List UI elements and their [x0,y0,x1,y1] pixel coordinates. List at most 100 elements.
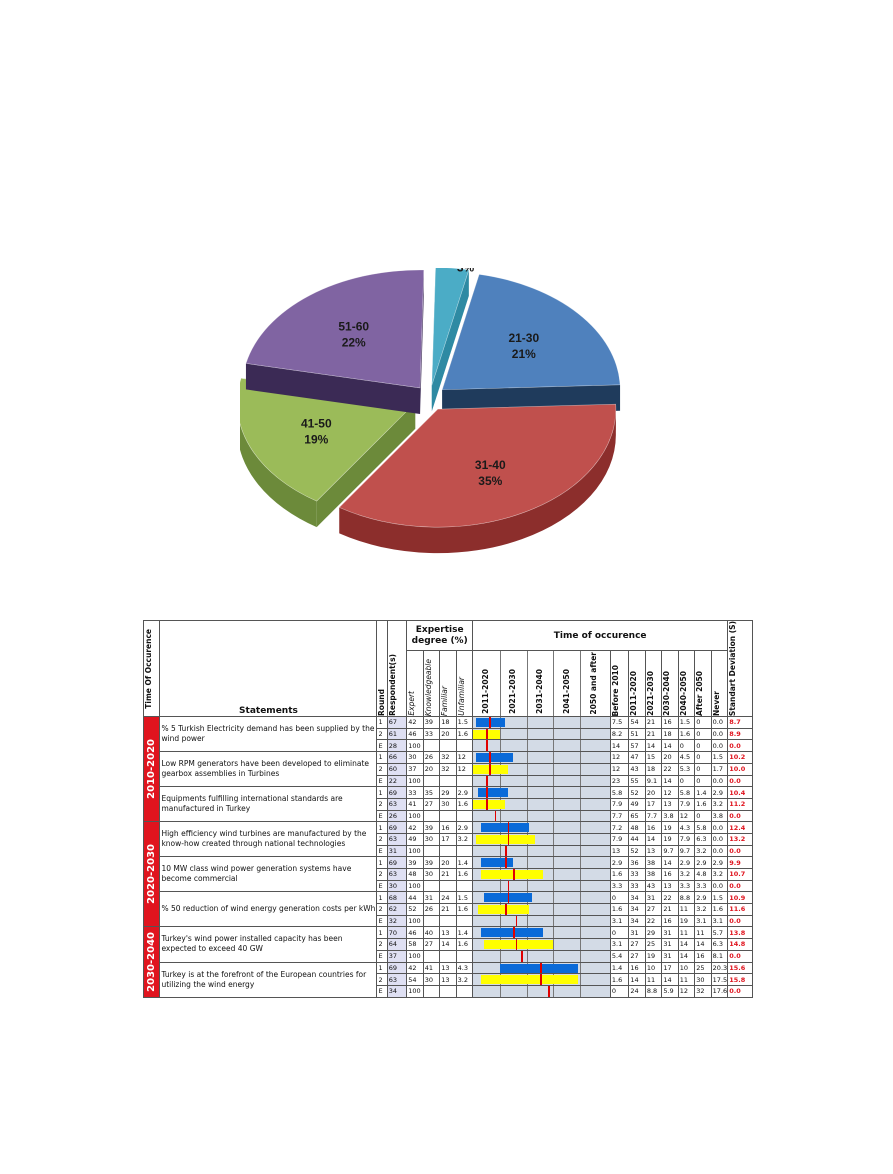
timeline-col-header: 2031-2040 [535,669,545,715]
expertise-cell: 27 [422,938,441,951]
percent-cell: 7.9 [609,832,630,846]
pie-label-category: 51-60 [338,319,369,333]
expertise-cell [455,984,474,998]
statement-text: 10 MW class wind power generation system… [159,856,378,893]
expertise-cell: 29 [439,786,457,799]
percent-cell: 1.5 [710,751,729,764]
expertise-cell: 13 [439,961,457,975]
period-label: 2020-2030 [142,821,161,928]
table-row: E 34 100 0 24 8.8 5.9 12 32 17.6 0.0 [144,984,753,998]
percent-cell: 2.9 [694,856,712,869]
std-deviation-cell: 8.7 [727,716,753,729]
percent-cell: 14 [609,739,630,753]
expertise-cell: 18 [439,716,457,729]
expertise-cell [439,774,457,788]
expertise-cell: 1.5 [455,891,474,905]
percent-cell: 20.3 [710,961,729,975]
round-cell: E [376,914,388,928]
percent-cell: 51 [628,727,646,741]
expertise-cell: 33 [406,786,424,799]
expertise-cell [455,739,474,753]
percent-cell: 1.7 [710,762,729,776]
expertise-col-header: Familiar [439,650,457,718]
round-cell: E [376,984,388,998]
percent-cell: 0.0 [710,832,729,846]
median-marker [494,811,497,821]
percent-cell: 3.2 [694,903,712,916]
round2-range-bar [473,764,508,774]
timeline-cell [472,984,611,998]
time-of-occurence-group-header: Time of occurence [472,619,729,652]
percent-cell: 25 [694,961,712,975]
expertise-cell [439,879,457,893]
percent-cell: 1.4 [609,961,630,975]
percent-cell: 5.8 [677,786,696,799]
table-row: E 30 100 3.3 33 43 13 3.3 3.3 0.0 0.0 [144,879,753,893]
expertise-cell [439,984,457,998]
percent-cell: 27 [628,938,646,951]
expertise-cell: 12 [455,762,474,776]
percent-cell: 2.9 [694,891,712,905]
timeline-cell [472,926,611,940]
round-cell: 1 [376,961,388,975]
expertise-cell: 1.5 [455,716,474,729]
percent-cell: 6.3 [710,938,729,951]
timeline-cell [472,786,611,799]
expertise-cell: 44 [406,891,424,905]
expertise-cell: 1.4 [455,926,474,940]
expertise-cell: 39 [422,821,441,834]
expertise-cell: 100 [406,774,424,788]
round-cell: E [376,879,388,893]
expertise-cell: 3.2 [455,832,474,846]
expertise-cell: 16 [439,821,457,834]
timeline-cell [472,832,611,846]
pie-label-percent: 21% [512,347,536,361]
expertise-cell: 42 [406,961,424,975]
expertise-cell [422,914,441,928]
expertise-cell: 13 [439,973,457,986]
percent-cell: 31 [644,891,663,905]
expertise-cell: 17 [439,832,457,846]
table-row: Low RPM generators have been developed t… [144,751,753,788]
respondents-cell: 62 [386,903,408,916]
statement-text: Low RPM generators have been developed t… [159,751,378,788]
round2-range-bar [478,905,530,915]
std-deviation-cell: 15.8 [727,973,753,986]
percent-cell: 5.8 [609,786,630,799]
statement-text: Turkey is at the forefront of the Europe… [159,961,378,998]
percent-cell: 11 [677,973,696,986]
expertise-cell: 39 [422,716,441,729]
expertise-cell [422,774,441,788]
respondents-cell: 63 [386,832,408,846]
table-row: 2030-2040 Turkey's wind power installed c… [142,926,753,998]
expertise-cell: 100 [406,984,424,998]
median-marker [486,799,488,810]
percent-cell: 2.9 [609,856,630,869]
percent-cell: 44 [628,832,646,846]
percent-cell: 7.5 [609,716,630,729]
expertise-cell [422,844,441,858]
percent-cell: 47 [628,751,646,764]
percent-cell: 14 [644,739,663,753]
expertise-cell [439,844,457,858]
percent-cell: 30 [694,973,712,986]
timeline-cell [472,856,611,869]
percent-cell: 31 [661,949,679,963]
round-cell: 1 [376,751,388,764]
expertise-cell: 2.9 [455,821,474,834]
percent-cell: 9.7 [677,844,696,858]
percent-cell: 0.0 [710,774,729,788]
percent-cell: 13 [661,797,679,811]
percent-cell: 8.1 [710,949,729,963]
respondents-cell: 28 [386,739,408,753]
round-cell: 2 [376,832,388,846]
timeline-cell [472,751,611,764]
percent-cell: 0 [694,727,712,741]
percent-cell: 20 [661,751,679,764]
expertise-cell: 100 [406,739,424,753]
percent-col-header: Before 2010 [609,650,630,718]
percent-cell: 8.2 [609,727,630,741]
pie-label-category: 31-40 [475,458,506,472]
expertise-cell: 1.6 [455,797,474,811]
round-cell: 2 [376,938,388,951]
